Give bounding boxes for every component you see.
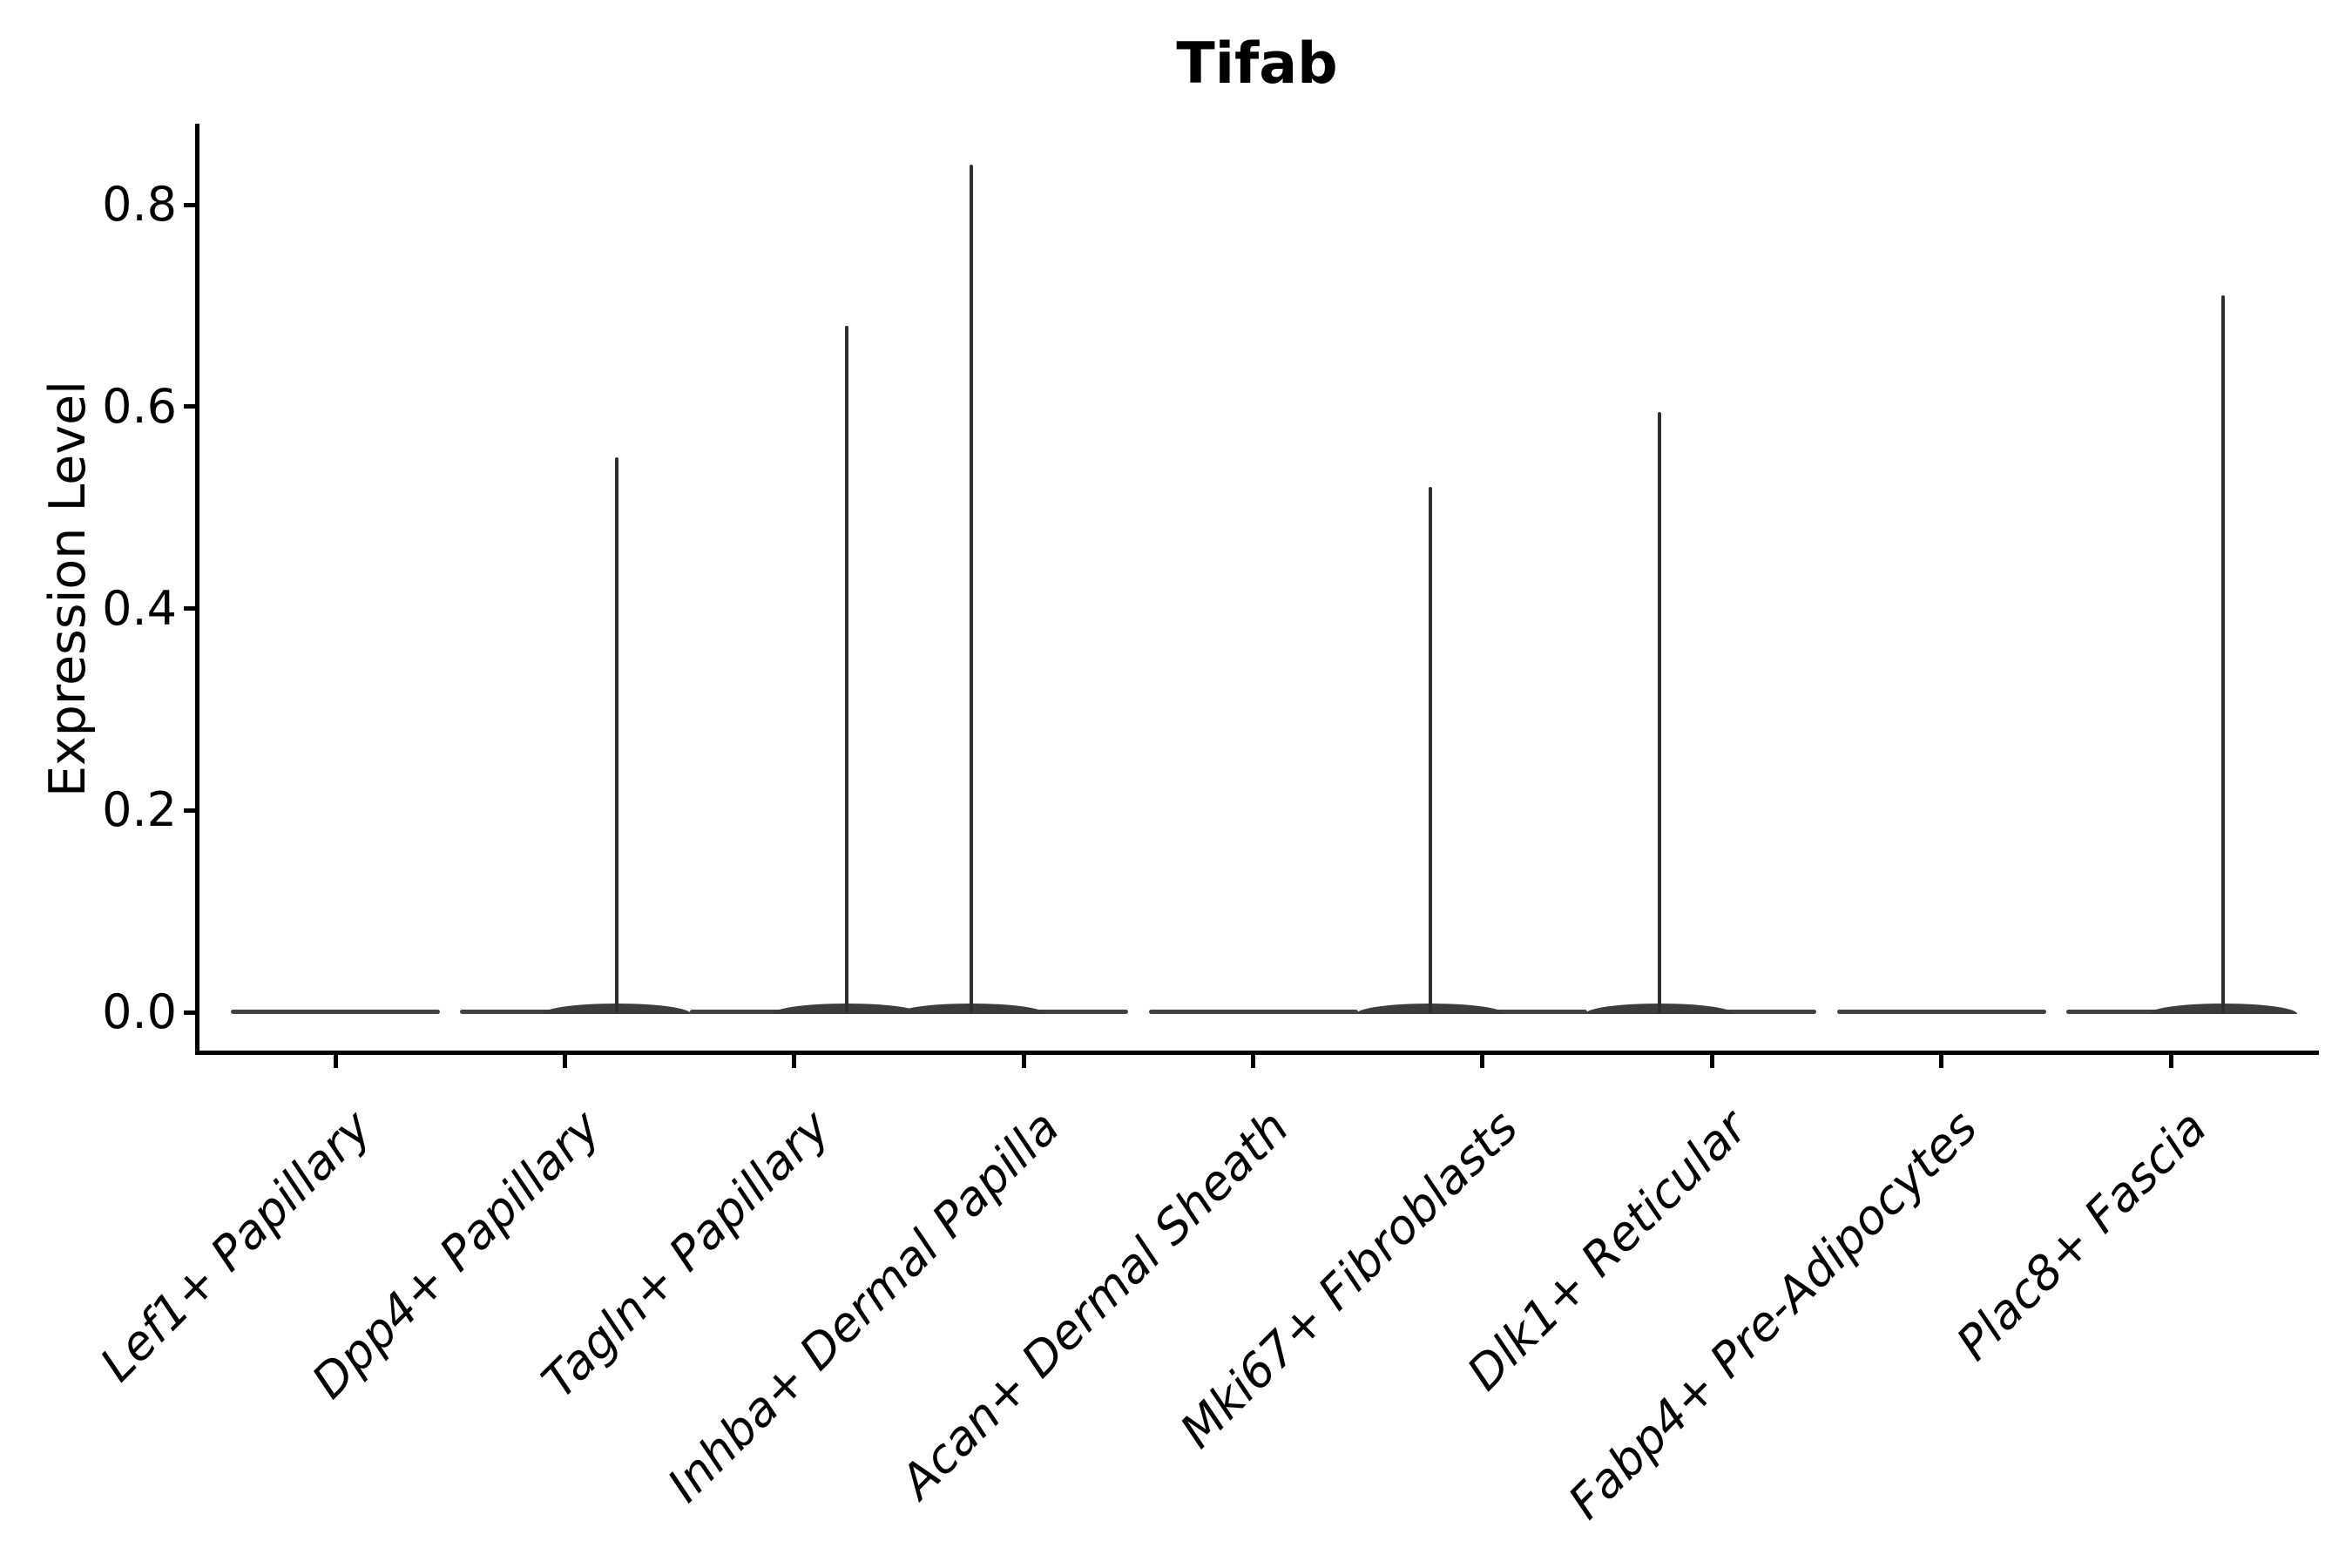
violin-spike	[970, 164, 974, 1013]
x-tick	[1939, 1055, 1944, 1068]
x-tick	[333, 1055, 338, 1068]
x-tick	[1480, 1055, 1485, 1068]
violin-baseline	[1836, 1009, 2046, 1014]
y-tick	[184, 1010, 197, 1015]
x-tick-label: Inhba+ Dermal Papilla	[657, 1099, 1071, 1513]
x-tick	[792, 1055, 797, 1068]
y-tick	[184, 202, 197, 207]
y-tick	[184, 606, 197, 611]
x-axis-spine	[194, 1051, 2319, 1055]
y-tick-label: 0.8	[102, 177, 177, 232]
y-axis-spine	[194, 124, 199, 1055]
violin-baseline	[231, 1009, 440, 1014]
y-tick-label: 0.6	[102, 378, 177, 434]
chart-title: Tifab	[1176, 31, 1338, 97]
violin-spike	[1428, 487, 1432, 1013]
x-tick	[2168, 1055, 2173, 1068]
violin-baseline	[1148, 1009, 1358, 1014]
x-tick-label: Fabp4+ Pre-Adipocytes	[1558, 1099, 1988, 1530]
x-tick-label: Plac8+ Fascia	[1945, 1099, 2218, 1371]
x-tick	[1709, 1055, 1714, 1068]
violin-spike	[615, 456, 619, 1013]
y-tick	[184, 404, 197, 409]
violin-spike	[844, 326, 848, 1013]
x-tick	[562, 1055, 567, 1068]
x-tick-label: Acan+ Dermal Sheath	[889, 1099, 1300, 1510]
y-tick-label: 0.4	[102, 580, 177, 636]
violin-spike	[1658, 411, 1662, 1013]
x-tick	[1021, 1055, 1026, 1068]
y-tick-label: 0.2	[102, 782, 177, 838]
y-tick	[184, 808, 197, 813]
y-tick-label: 0.0	[102, 984, 177, 1039]
x-tick	[1251, 1055, 1255, 1068]
violin-spike	[2221, 295, 2226, 1013]
